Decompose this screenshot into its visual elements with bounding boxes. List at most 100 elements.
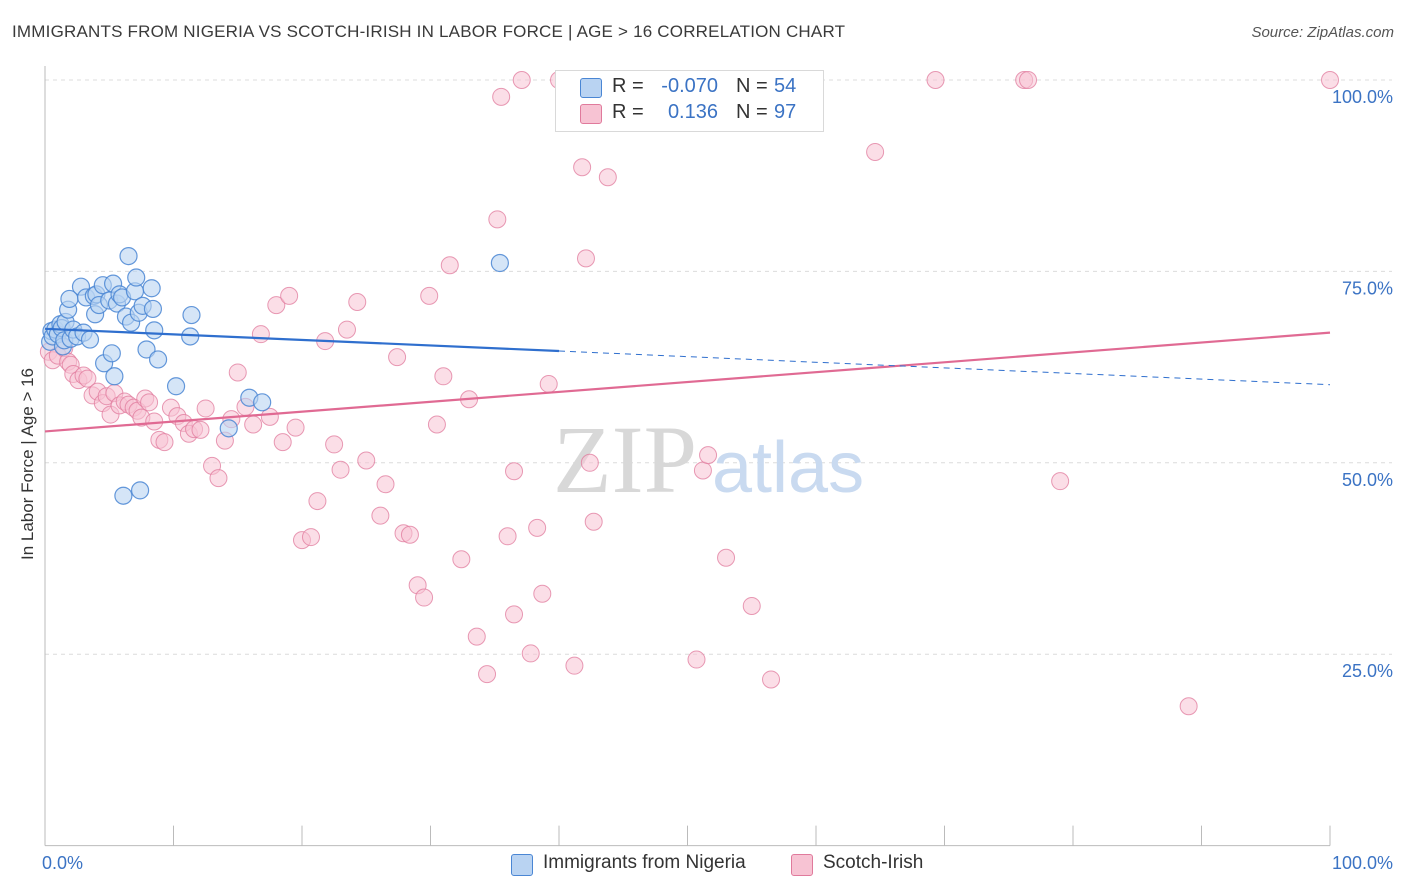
scotch-irish-point <box>228 363 247 382</box>
trend-line-nigeria <box>44 327 560 353</box>
x-tick-label: 100.0% <box>1332 853 1393 873</box>
y-tick-label: 100.0% <box>1332 87 1393 107</box>
legend-row-nigeria: R = -0.070 N = 54 <box>556 75 823 101</box>
scotch-irish-point <box>498 527 517 546</box>
scotch-irish-point <box>244 415 263 434</box>
scotch-irish-point <box>260 407 279 426</box>
scotch-irish-point <box>191 420 210 439</box>
scotch-irish-point <box>521 644 540 663</box>
nigeria-point <box>80 330 100 349</box>
legend-r-value: 0.136 <box>667 101 718 123</box>
scotch-irish-point <box>196 399 215 418</box>
legend-r-label: R = <box>612 101 644 123</box>
tick-labels: 25.0% 50.0% 75.0% 100.0% 0.0% 100.0% <box>42 87 1393 873</box>
scotch-irish-point <box>598 168 617 187</box>
nigeria-point <box>137 340 156 359</box>
scotch-irish-point <box>331 460 350 479</box>
legend-n-label: N = <box>736 101 768 123</box>
scotch-irish-point <box>478 665 497 684</box>
watermark-zip: ZIP <box>553 406 697 513</box>
y-tick-label: 75.0% <box>1342 278 1393 298</box>
scotch-irish-point <box>325 435 344 454</box>
scotch-irish-point <box>699 446 718 465</box>
scotch-irish-point <box>348 293 367 312</box>
scotch-irish-point <box>573 158 592 177</box>
scotch-irish-point <box>280 286 299 305</box>
nigeria-point <box>181 327 200 346</box>
scotch-irish-point <box>565 656 584 675</box>
scotch-irish-point <box>415 588 434 607</box>
y-axis-label: In Labor Force | Age > 16 <box>18 367 37 560</box>
scotch-irish-point <box>376 475 395 494</box>
legend-label-nigeria: Immigrants from Nigeria <box>543 852 746 873</box>
nigeria-point <box>142 279 161 298</box>
scotch-irish-point <box>286 418 305 437</box>
axes <box>44 66 1331 847</box>
nigeria-point <box>127 268 146 287</box>
scotch-irish-point <box>505 462 524 481</box>
scotch-irish-point <box>584 512 603 531</box>
nigeria-point <box>105 367 124 386</box>
grid-lines <box>45 79 1392 655</box>
nigeria-point <box>102 344 121 363</box>
scotch-irish-point <box>580 453 599 472</box>
nigeria-point <box>145 321 164 340</box>
nigeria-point <box>166 377 186 396</box>
stats-legend: R = -0.070 N = 54 R = 0.136 N = 97 <box>555 70 824 132</box>
scotch-irish-point <box>693 461 712 480</box>
scotch-irish-point <box>337 320 356 339</box>
scotch-irish-point <box>926 71 945 89</box>
trend-line-scotch-irish <box>44 331 1331 433</box>
trend-line-nigeria-extension <box>558 350 1331 386</box>
scotch-irish-point <box>533 584 552 603</box>
scotch-irish-point <box>1051 472 1070 491</box>
nigeria-point <box>253 393 272 412</box>
scotch-irish-point <box>273 433 292 452</box>
scotch-irish-point <box>528 518 547 537</box>
nigeria-point <box>148 350 168 369</box>
scotch-irish-point <box>209 469 228 488</box>
legend-swatch-blue <box>511 854 533 876</box>
scotch-irish-point <box>492 87 511 106</box>
scotch-irish-point <box>467 627 486 646</box>
nigeria-point <box>143 299 163 319</box>
scotch-irish-point <box>452 550 471 569</box>
scotch-irish-point <box>866 142 885 161</box>
scotch-irish-point <box>78 369 97 388</box>
legend-swatch-pink <box>791 854 813 876</box>
nigeria-point <box>119 246 138 266</box>
scotch-irish-point <box>576 249 595 268</box>
nigeria-point <box>490 253 509 273</box>
scotch-irish-point <box>687 650 706 669</box>
scotch-irish-point <box>301 528 320 547</box>
scotch-irish-point <box>539 374 558 393</box>
nigeria-point <box>182 305 201 325</box>
scotch-irish-point <box>434 367 453 386</box>
watermark: ZIP atlas <box>553 406 864 513</box>
scotch-irish-point <box>140 393 159 412</box>
scotch-irish-point <box>1321 71 1339 89</box>
scotch-irish-point <box>400 525 419 544</box>
legend-r-value: -0.070 <box>661 75 718 97</box>
scotch-irish-point <box>427 415 446 434</box>
y-tick-label: 25.0% <box>1342 661 1393 681</box>
legend-n-value: 97 <box>774 101 797 123</box>
scotch-irish-point <box>742 596 761 615</box>
legend-row-scotch-irish: R = 0.136 N = 97 <box>556 101 823 127</box>
scotch-irish-point <box>1019 71 1038 89</box>
scotch-irish-point <box>1179 697 1198 716</box>
scotch-irish-point <box>488 210 507 229</box>
legend-n-value: 54 <box>774 75 797 97</box>
legend-r-label: R = <box>612 75 644 97</box>
legend-swatch-blue <box>580 78 602 98</box>
scotch-irish-point <box>357 451 376 470</box>
legend-n-label: N = <box>736 75 768 97</box>
legend-label-scotch-irish: Scotch-Irish <box>823 852 924 873</box>
scotch-irish-point <box>155 433 174 452</box>
scotch-irish-point <box>762 670 781 689</box>
nigeria-point <box>130 481 150 500</box>
scotch-irish-point <box>420 286 439 305</box>
y-tick-label: 50.0% <box>1342 470 1393 490</box>
scotch-irish-point <box>717 548 736 567</box>
